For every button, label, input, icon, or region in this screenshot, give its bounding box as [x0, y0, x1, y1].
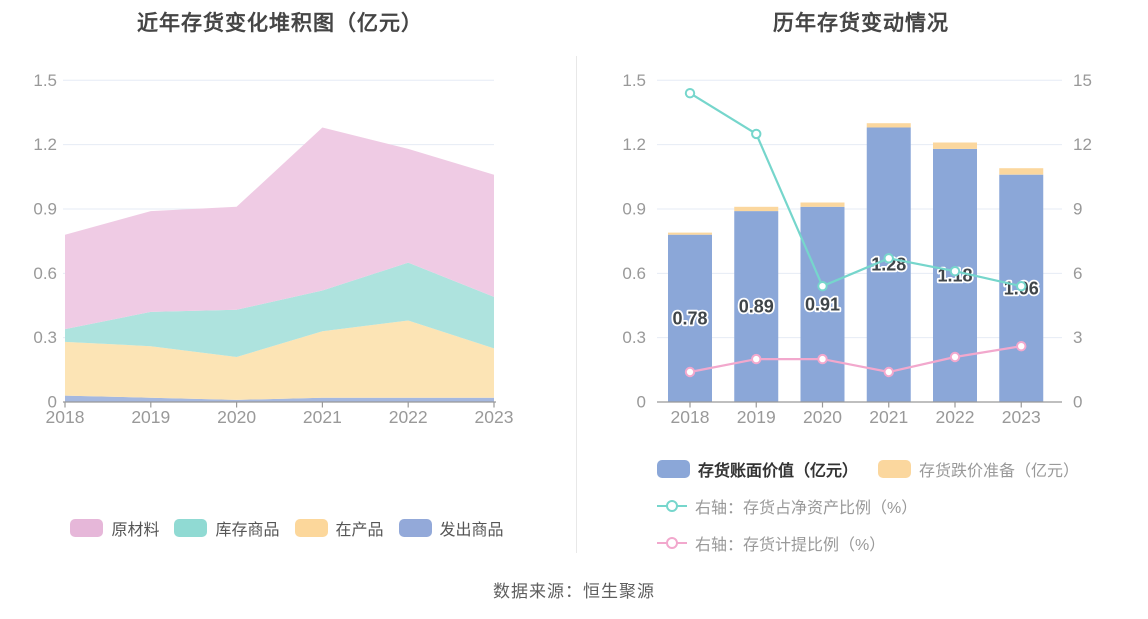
svg-text:2020: 2020 [803, 407, 842, 427]
svg-text:15: 15 [1073, 71, 1092, 90]
legend-swatch-stock-goods [174, 519, 208, 537]
svg-text:6: 6 [1073, 264, 1082, 283]
legend-row-bars: 存货账面价值（亿元） 存货跌价准备（亿元） [657, 457, 1079, 481]
legend-label-depreciation-reserve: 存货跌价准备（亿元） [919, 463, 1080, 480]
legend-label-book-value: 存货账面价值（亿元） [698, 463, 859, 480]
marker-inventory-to-net-assets [883, 253, 894, 264]
marker-provision-ratio [817, 353, 828, 365]
marker-provision-ratio [883, 366, 894, 378]
svg-text:0.9: 0.9 [622, 199, 646, 218]
svg-text:0.91: 0.91 [805, 294, 840, 314]
svg-text:2019: 2019 [131, 407, 170, 427]
ratio-lines [684, 88, 1027, 378]
svg-text:1.5: 1.5 [33, 71, 57, 90]
legend-label-inventory-to-net-assets: 右轴：存货占净资产比例（%） [695, 500, 918, 517]
svg-text:12: 12 [1073, 135, 1092, 154]
svg-text:0.89: 0.89 [739, 297, 774, 317]
bar-depreciation-reserve [933, 142, 977, 149]
svg-text:2018: 2018 [671, 407, 710, 427]
bar-line-chart: 0.780.890.911.281.181.0600.30.60.91.21.5… [622, 71, 1092, 427]
charts-svg: 0 0.3 0.6 0.9 1.2 1.5 2018 2019 2020 2021 2022 2023… [33, 71, 1092, 427]
legend-swatch-book-value [657, 460, 690, 478]
svg-text:2018: 2018 [46, 407, 85, 427]
legend-swatch-shipped-goods [398, 519, 432, 537]
marker-inventory-to-net-assets [684, 88, 696, 99]
line-provision-ratio [689, 345, 1022, 374]
panel-divider [576, 56, 577, 553]
bar-depreciation-reserve [866, 123, 911, 128]
data-source-text: 数据来源：恒生聚源 [493, 582, 655, 601]
legend-item-shipped-goods[interactable]: 发出商品 [398, 516, 504, 540]
svg-text:0.9: 0.9 [33, 199, 57, 218]
svg-text:0: 0 [1073, 393, 1082, 412]
line-inventory-to-net-assets [689, 92, 1022, 288]
svg-text:1.2: 1.2 [33, 135, 57, 154]
svg-text:2022: 2022 [389, 407, 428, 427]
svg-text:1.2: 1.2 [622, 135, 646, 154]
svg-text:2019: 2019 [737, 407, 776, 427]
legend-row-provision-ratio: 右轴：存货计提比例（%） [657, 531, 1079, 555]
legend-item-provision-ratio[interactable]: 右轴：存货计提比例（%） [657, 531, 885, 555]
legend-label-provision-ratio: 右轴：存货计提比例（%） [695, 537, 886, 554]
right-chart-title: 历年存货变动情况 [773, 12, 949, 35]
marker-inventory-to-net-assets [949, 266, 961, 277]
marker-inventory-to-net-assets [817, 281, 828, 292]
area-stock-goods [65, 262, 494, 357]
svg-text:2020: 2020 [217, 407, 256, 427]
legend-item-work-in-progress[interactable]: 在产品 [294, 516, 384, 540]
svg-text:2022: 2022 [936, 407, 975, 427]
svg-text:0.3: 0.3 [33, 328, 57, 347]
legend-item-book-value[interactable]: 存货账面价值（亿元） [657, 457, 858, 481]
svg-text:3: 3 [1073, 328, 1082, 347]
marker-inventory-to-net-assets [751, 128, 762, 140]
legend-label-work-in-progress: 在产品 [335, 522, 384, 539]
area-work-in-progress [65, 320, 494, 400]
svg-text:2023: 2023 [475, 407, 514, 427]
bar-depreciation-reserve [999, 168, 1044, 175]
right-chart-legend: 存货账面价值（亿元） 存货跌价准备（亿元） 右轴：存货占净资产比例（%） 右轴：存货计… [657, 457, 1079, 555]
area-raw-materials [65, 127, 494, 330]
svg-text:2021: 2021 [303, 407, 342, 427]
marker-inventory-to-net-assets [1016, 281, 1027, 292]
svg-text:0: 0 [637, 393, 646, 412]
legend-label-shipped-goods: 发出商品 [439, 522, 504, 539]
bar-depreciation-reserve [800, 202, 845, 207]
svg-text:1.5: 1.5 [622, 71, 646, 90]
stacked-area-chart: 0 0.3 0.6 0.9 1.2 1.5 2018 2019 2020 2021 2022 2023 [33, 71, 513, 427]
legend-item-inventory-to-net-assets[interactable]: 右轴：存货占净资产比例（%） [657, 494, 917, 518]
legend-row-inventory-to-net-assets: 右轴：存货占净资产比例（%） [657, 494, 1079, 518]
legend-item-depreciation-reserve[interactable]: 存货跌价准备（亿元） [878, 457, 1079, 481]
marker-provision-ratio [949, 351, 961, 363]
legend-swatch-work-in-progress [294, 519, 328, 537]
bar-depreciation-reserve [668, 232, 712, 235]
svg-text:9: 9 [1073, 199, 1082, 218]
left-chart-legend: 原材料 库存商品 在产品 发出商品 [0, 516, 574, 540]
svg-text:2021: 2021 [869, 407, 908, 427]
marker-provision-ratio [751, 353, 762, 365]
svg-text:0: 0 [48, 393, 57, 412]
legend-line-marker-provision-ratio [657, 535, 687, 551]
legend-swatch-raw-materials [70, 519, 104, 537]
legend-label-raw-materials: 原材料 [111, 522, 160, 539]
bar-depreciation-reserve [734, 206, 779, 212]
svg-text:0.78: 0.78 [672, 308, 707, 328]
area-shipped-goods [65, 395, 494, 402]
bar-book-value [734, 211, 779, 402]
bar-plot [668, 123, 1044, 402]
svg-text:0.3: 0.3 [622, 328, 646, 347]
legend-item-stock-goods[interactable]: 库存商品 [174, 516, 280, 540]
legend-line-marker-inventory-to-net-assets [657, 498, 687, 514]
legend-label-stock-goods: 库存商品 [215, 522, 280, 539]
marker-provision-ratio [684, 366, 696, 378]
marker-provision-ratio [1016, 341, 1027, 352]
svg-text:0.6: 0.6 [622, 264, 646, 283]
svg-text:2023: 2023 [1002, 407, 1041, 427]
legend-item-raw-materials[interactable]: 原材料 [70, 516, 159, 540]
legend-swatch-depreciation-reserve [878, 460, 912, 478]
left-chart-title: 近年存货变化堆积图（亿元） [137, 12, 423, 35]
svg-text:0.6: 0.6 [33, 264, 57, 283]
bar-book-value [800, 206, 845, 402]
